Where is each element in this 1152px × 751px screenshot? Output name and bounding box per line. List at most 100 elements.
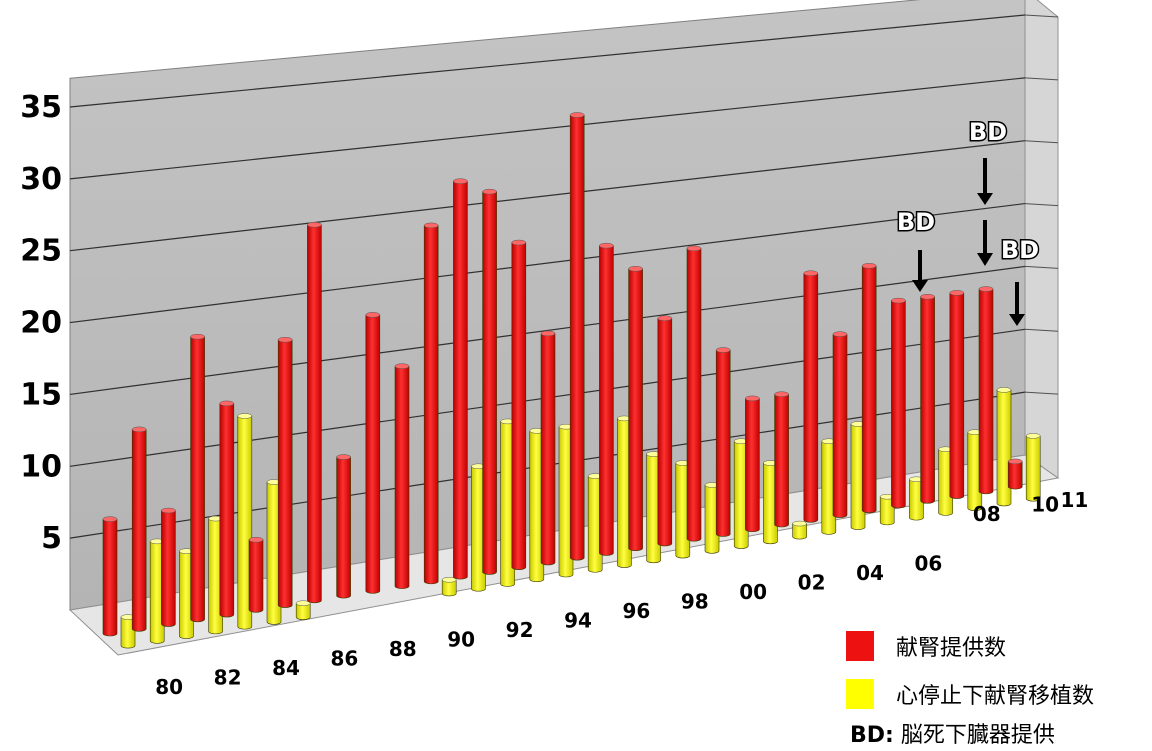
red-bar-body — [453, 180, 468, 580]
bd-arrow-head — [912, 280, 928, 292]
red-bar-top — [453, 178, 468, 184]
red-bar-body — [657, 317, 673, 547]
red-bar — [715, 347, 731, 537]
yellow-bar-top — [996, 387, 1012, 393]
yellow-bar — [821, 438, 837, 535]
red-bar-top — [102, 516, 118, 522]
yellow-bar — [237, 413, 253, 630]
legend: 献腎提供数 心停止下献腎移植数 BD: 脳死下臓器提供 — [846, 631, 1094, 748]
bd-arrow-head — [977, 253, 993, 266]
yellow-bar — [208, 515, 223, 635]
red-bar — [861, 263, 877, 514]
bd-label: BD — [969, 118, 1007, 146]
yellow-bar-top — [792, 520, 807, 527]
bd-arrow-head — [977, 193, 993, 205]
yellow-bar-body — [646, 453, 661, 564]
x-tick-label: 82 — [214, 665, 242, 689]
red-bar-body — [511, 242, 527, 570]
bd-extra-arrow — [977, 220, 993, 266]
yellow-bar — [763, 460, 778, 545]
red-bar-top — [599, 242, 614, 249]
x-tick-label: 88 — [389, 637, 417, 661]
yellow-bar-top — [237, 413, 253, 419]
x-tick-label: 96 — [622, 599, 650, 623]
legend-bd-text: 脳死下臓器提供 — [894, 723, 1055, 748]
red-bar — [482, 188, 497, 575]
yellow-bar — [1025, 433, 1041, 502]
x-tick-label: 06 — [914, 552, 942, 576]
red-bar-body — [307, 224, 322, 604]
red-bar-body — [832, 333, 848, 518]
gridline-side — [1024, 203, 1059, 207]
y-tick-label: 35 — [20, 90, 62, 125]
yellow-bar-body — [733, 440, 749, 549]
x-tick-label: 92 — [506, 618, 534, 642]
red-bar-top — [423, 222, 439, 229]
red-bar — [628, 266, 643, 552]
yellow-bar-body — [763, 462, 778, 545]
red-bar-top — [248, 536, 264, 543]
yellow-bar-top — [441, 577, 457, 583]
red-bar-top — [482, 188, 497, 195]
red-bar — [394, 363, 410, 589]
y-tick-label: 5 — [41, 521, 62, 556]
yellow-bar-body — [179, 550, 194, 639]
yellow-bar-body — [792, 523, 807, 540]
red-bar-body — [920, 296, 935, 504]
red-bar — [657, 315, 673, 547]
y-tick-label: 10 — [20, 449, 62, 484]
bd-annotation: BD — [895, 207, 937, 292]
gridline — [69, 140, 1026, 252]
gridline-side — [1024, 328, 1059, 332]
red-bar-body — [190, 336, 205, 623]
red-bar — [336, 454, 351, 599]
bd-label: BD — [1001, 236, 1039, 264]
red-bar-body — [599, 245, 614, 556]
red-bar-top — [949, 290, 965, 296]
yellow-bar — [967, 429, 983, 511]
bd-arrow-head — [1009, 314, 1025, 326]
red-bar-body — [248, 539, 264, 613]
red-bar-body — [978, 288, 994, 495]
red-bar-top — [569, 112, 585, 118]
yellow-bar-body — [850, 423, 866, 530]
yellow-bar-top — [1025, 433, 1041, 439]
red-bar-top — [657, 315, 673, 321]
x-tick-label: 94 — [564, 609, 592, 633]
red-bar-top — [277, 336, 293, 343]
yellow-bar-body — [996, 389, 1012, 507]
x-tick-label: 10 — [1031, 493, 1059, 517]
red-bar-body — [365, 314, 381, 594]
red-bar-top — [161, 507, 176, 514]
bd-annotation: BD — [967, 117, 1009, 205]
yellow-bar-body — [1025, 435, 1041, 502]
red-bar-top — [745, 395, 760, 402]
yellow-bar-body — [909, 478, 924, 521]
yellow-bar — [441, 577, 457, 597]
yellow-bar-body — [529, 430, 545, 583]
red-bar-top — [920, 293, 935, 300]
gridline-side — [1024, 265, 1059, 269]
yellow-bar — [792, 520, 807, 540]
red-bar — [423, 222, 439, 585]
yellow-bar-body — [120, 616, 136, 649]
red-bar-top — [628, 266, 643, 272]
red-bar-body — [131, 429, 147, 632]
red-bar-top — [1007, 458, 1023, 465]
red-bar — [277, 336, 293, 608]
red-bar-top — [861, 263, 877, 269]
x-tick-label: 98 — [681, 590, 709, 614]
yellow-bar-body — [879, 496, 895, 526]
x-tick-label: 02 — [798, 571, 826, 595]
red-bar — [161, 507, 176, 627]
yellow-bar — [266, 479, 282, 625]
yellow-bar — [850, 421, 866, 530]
red-bar-top — [219, 400, 235, 407]
red-bar — [891, 297, 906, 509]
yellow-bar-body — [500, 421, 515, 587]
red-bar — [131, 426, 147, 632]
red-bar-body — [891, 300, 906, 509]
red-bar-body — [949, 292, 965, 499]
red-bar-top — [365, 312, 381, 318]
red-bar — [190, 333, 205, 623]
